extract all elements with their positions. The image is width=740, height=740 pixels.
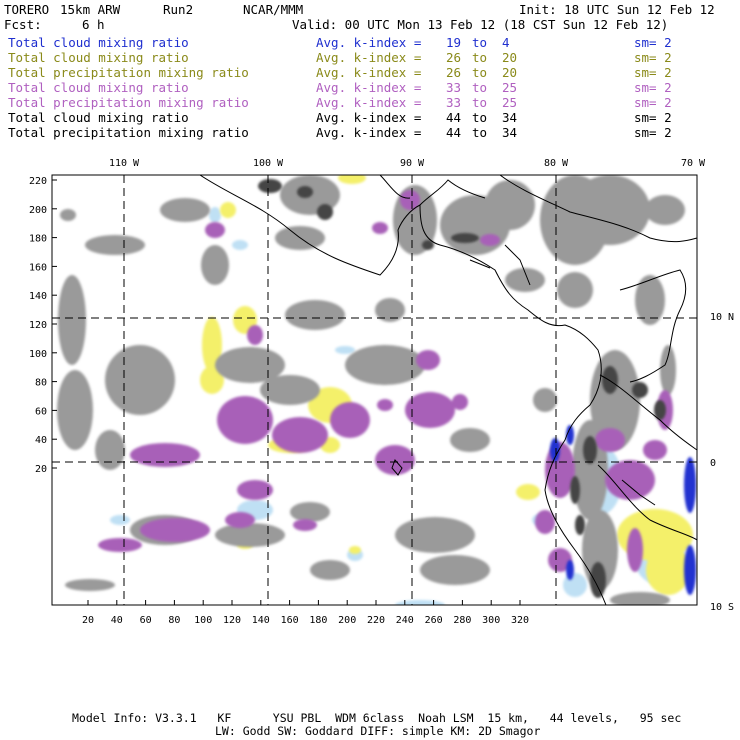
model-info-line2: LW: Godd SW: Goddard DIFF: simple KM: 2D…	[215, 724, 541, 738]
coastlines	[199, 175, 697, 605]
init-time: Init: 18 UTC Sun 12 Feb 12	[519, 2, 715, 17]
model-org: NCAR/MMM	[243, 2, 304, 17]
purple-shading	[98, 190, 673, 572]
legend-field: Total cloud mixing ratio	[8, 110, 189, 125]
legend-kindex-to: 20	[502, 50, 518, 65]
legend-kindex-label: Avg. k-index =	[316, 50, 422, 65]
legend-to: to	[472, 95, 488, 110]
legend-field: Total precipitation mixing ratio	[8, 125, 249, 140]
legend-kindex-label: Avg. k-index =	[316, 110, 422, 125]
model-run: Run2	[163, 2, 194, 17]
legend-to: to	[472, 50, 488, 65]
y-tick-label: 140	[29, 291, 47, 302]
legend-kindex-to: 20	[502, 65, 518, 80]
x-tick-label: 140	[252, 615, 270, 626]
x-tick-label: 80	[168, 615, 180, 626]
dark-cloud-shading	[258, 179, 666, 598]
legend-field: Total cloud mixing ratio	[8, 80, 189, 95]
model-resolution: 15km ARW	[60, 2, 121, 17]
forecast-hour: 6 h	[82, 17, 105, 32]
plot-frame	[51, 174, 698, 606]
legend-kindex-label: Avg. k-index =	[316, 80, 422, 95]
x-tick-label: 280	[453, 615, 471, 626]
latitude-label: 0	[710, 458, 716, 469]
legend-kindex-from: 19	[446, 35, 462, 50]
x-tick-label: 320	[511, 615, 529, 626]
legend-field: Total precipitation mixing ratio	[8, 95, 249, 110]
legend-kindex-to: 34	[502, 125, 518, 140]
y-tick-label: 160	[29, 262, 47, 273]
legend-field: Total cloud mixing ratio	[8, 35, 189, 50]
legend-kindex-from: 33	[446, 95, 462, 110]
y-tick-label: 20	[35, 464, 47, 475]
legend-kindex-label: Avg. k-index =	[316, 65, 422, 80]
x-tick-label: 20	[82, 615, 94, 626]
legend-smoothing: sm= 2	[634, 65, 672, 80]
y-tick-label: 220	[29, 176, 47, 187]
y-tick-label: 60	[35, 406, 47, 417]
forecast-map: 110 W 100 W 90 W 80 W 70 W	[29, 158, 734, 626]
y-tick-label: 120	[29, 320, 47, 331]
y-tick-label: 200	[29, 205, 47, 216]
x-tick-label: 260	[425, 615, 443, 626]
forecast-label: Fcst:	[4, 17, 42, 32]
legend-kindex-from: 33	[446, 80, 462, 95]
legend-smoothing: sm= 2	[634, 125, 672, 140]
y-tick-label: 100	[29, 349, 47, 360]
legend-to: to	[472, 125, 488, 140]
legend-kindex-to: 25	[502, 80, 518, 95]
legend-to: to	[472, 80, 488, 95]
y-axis-ticks: 220 200 180 160 140 120 100 80 60 40 20	[29, 176, 57, 475]
latitude-label: 10 N	[710, 312, 734, 323]
legend-smoothing: sm= 2	[634, 110, 672, 125]
legend-kindex-label: Avg. k-index =	[316, 35, 422, 50]
model-name: TORERO	[4, 2, 50, 17]
longitude-label: 110 W	[109, 158, 140, 169]
x-tick-label: 300	[482, 615, 500, 626]
legend-smoothing: sm= 2	[634, 50, 672, 65]
legend-kindex-label: Avg. k-index =	[316, 125, 422, 140]
legend-kindex-from: 26	[446, 50, 462, 65]
legend-field: Total cloud mixing ratio	[8, 50, 189, 65]
legend-smoothing: sm= 2	[634, 95, 672, 110]
x-tick-label: 200	[338, 615, 356, 626]
x-tick-label: 240	[396, 615, 414, 626]
y-tick-label: 180	[29, 234, 47, 245]
x-tick-label: 60	[140, 615, 152, 626]
latitude-labels: 10 N 0 10 S	[710, 312, 734, 613]
longitude-label: 70 W	[681, 158, 706, 169]
graticule	[52, 175, 697, 605]
legend-to: to	[472, 110, 488, 125]
latitude-label: 10 S	[710, 602, 734, 613]
x-tick-label: 40	[111, 615, 123, 626]
x-tick-label: 180	[309, 615, 327, 626]
legend-field: Total precipitation mixing ratio	[8, 65, 249, 80]
legend-smoothing: sm= 2	[634, 80, 672, 95]
legend-kindex-from: 26	[446, 65, 462, 80]
longitude-label: 100 W	[253, 158, 284, 169]
legend-kindex-to: 34	[502, 110, 518, 125]
legend-kindex-from: 44	[446, 110, 462, 125]
legend-kindex-to: 4	[502, 35, 510, 50]
longitude-labels: 110 W 100 W 90 W 80 W 70 W	[109, 158, 706, 169]
legend-kindex-from: 44	[446, 125, 462, 140]
model-info-line1: Model Info: V3.3.1 KF YSU PBL WDM 6class…	[72, 711, 682, 725]
legend-to: to	[472, 35, 488, 50]
legend-smoothing: sm= 2	[634, 35, 672, 50]
longitude-label: 90 W	[400, 158, 425, 169]
y-tick-label: 80	[35, 378, 47, 389]
field-shading	[57, 175, 696, 605]
longitude-label: 80 W	[544, 158, 569, 169]
legend-kindex-label: Avg. k-index =	[316, 95, 422, 110]
x-tick-label: 100	[194, 615, 212, 626]
y-tick-label: 40	[35, 435, 47, 446]
x-tick-label: 120	[223, 615, 241, 626]
x-tick-label: 160	[281, 615, 299, 626]
x-tick-label: 220	[367, 615, 385, 626]
legend-to: to	[472, 65, 488, 80]
legend-kindex-to: 25	[502, 95, 518, 110]
valid-time: Valid: 00 UTC Mon 13 Feb 12 (18 CST Sun …	[292, 17, 669, 32]
x-axis-ticks: 20 40 60 80 100 120 140 160 180 200 220 240 260 280 30…	[82, 600, 529, 626]
blue-shading	[550, 425, 696, 595]
